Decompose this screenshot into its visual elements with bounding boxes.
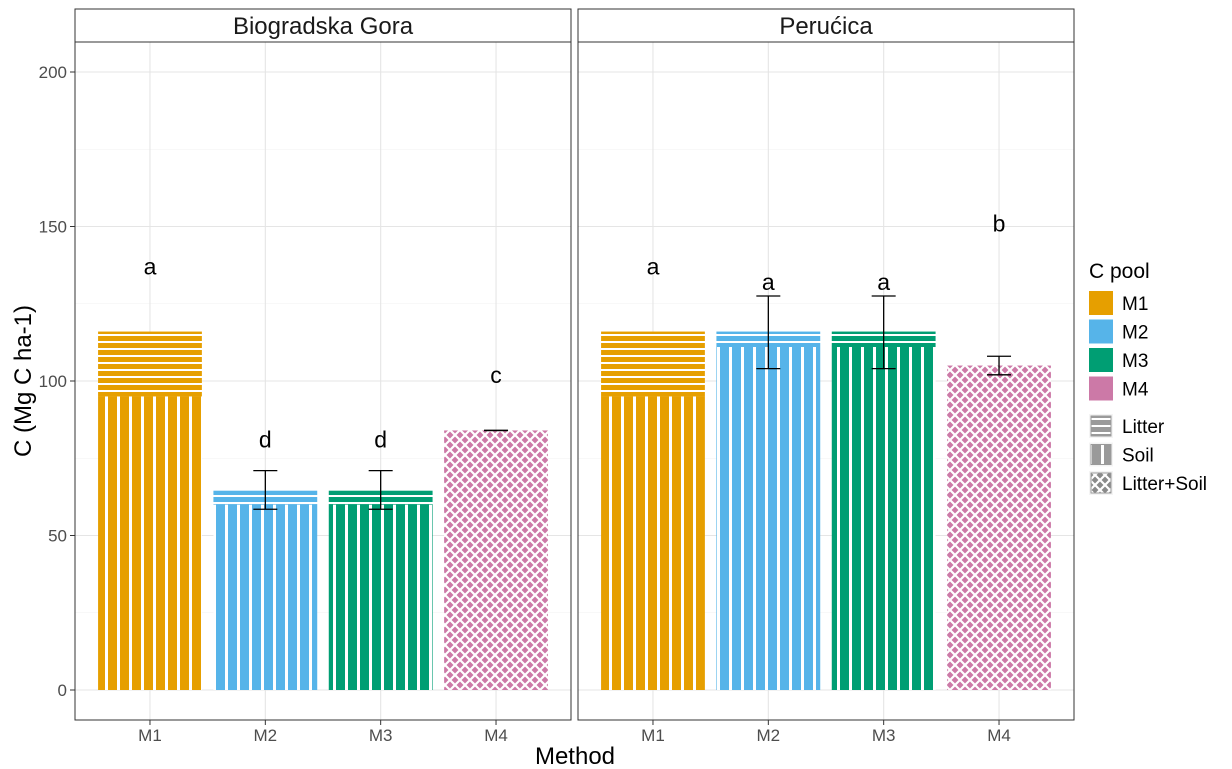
significance-label: c <box>490 362 502 388</box>
significance-label: a <box>877 269 890 295</box>
error-bar <box>368 469 393 510</box>
legend: C pool M1 M2 M3 M4 Litter Soil Litter+Soil <box>1089 260 1207 495</box>
bar-segment-litter-soil <box>947 365 1051 690</box>
x-tick-label: M2 <box>757 726 781 745</box>
legend-pattern-swatch <box>1090 472 1112 494</box>
bar-segment-soil <box>831 347 936 690</box>
error-bar <box>987 355 1012 376</box>
panel-strip <box>577 8 1075 43</box>
y-tick-label: 100 <box>39 372 67 391</box>
legend-label: Litter+Soil <box>1122 474 1207 495</box>
legend-swatch <box>1089 319 1113 344</box>
legend-label: M1 <box>1122 294 1148 315</box>
legend-pattern-entry: Litter <box>1089 414 1165 438</box>
legend-label: Litter <box>1122 417 1165 438</box>
legend-label: M3 <box>1122 351 1148 372</box>
x-tick-label: M1 <box>641 726 665 745</box>
legend-label: Soil <box>1122 446 1154 467</box>
legend-swatch <box>1089 376 1113 401</box>
y-axis-title: C (Mg C ha-1) <box>10 305 37 457</box>
y-tick-label: 200 <box>39 63 67 82</box>
significance-label: a <box>144 254 157 280</box>
y-tick-label: 0 <box>58 681 67 700</box>
legend-pattern-swatch <box>1090 415 1112 437</box>
panel-border <box>577 41 1075 721</box>
legend-entry-M2: M2 <box>1089 319 1148 344</box>
bar-segment-soil <box>98 396 202 690</box>
y-tick-label: 50 <box>48 527 67 546</box>
significance-label: a <box>762 269 775 295</box>
legend-swatch <box>1089 348 1113 372</box>
legend-pattern-entry: Soil <box>1089 442 1154 467</box>
panel-strip <box>74 8 572 43</box>
panel-title: Biogradska Gora <box>233 13 414 40</box>
bar-M2 <box>213 490 318 690</box>
x-tick-label: M2 <box>254 726 278 745</box>
significance-label: b <box>993 210 1006 236</box>
bar-segment-soil <box>328 504 433 690</box>
bar-M4 <box>444 430 548 690</box>
legend-title: C pool <box>1089 260 1150 283</box>
bar-segment-litter-soil <box>444 430 548 690</box>
y-axis: 0 50 100 150 200 <box>39 63 75 700</box>
x-tick-label: M4 <box>987 726 1011 745</box>
legend-label: M4 <box>1122 380 1149 401</box>
significance-label: d <box>374 427 387 453</box>
bar-segment-soil <box>601 396 705 690</box>
bar-M4 <box>947 365 1051 690</box>
legend-pattern-swatch <box>1090 444 1112 465</box>
x-tick-label: M4 <box>484 726 508 745</box>
x-axis-title: Method <box>535 743 615 769</box>
bar-M3 <box>328 490 433 690</box>
error-bar <box>871 295 896 370</box>
bar-M1 <box>98 331 202 690</box>
significance-label: d <box>259 427 272 453</box>
x-tick-label: M3 <box>872 726 896 745</box>
bar-segment-soil <box>213 504 318 690</box>
legend-entry-M3: M3 <box>1089 348 1148 372</box>
legend-label: M2 <box>1122 323 1148 344</box>
panel-2: Perućica a M1 a M2 a M3 b M4 <box>577 8 1075 745</box>
bar-segment-soil <box>716 347 821 690</box>
significance-label: a <box>647 254 660 280</box>
y-tick-label: 150 <box>39 218 67 237</box>
x-tick-label: M1 <box>138 726 162 745</box>
bar-M3 <box>831 331 936 690</box>
bar-segment-litter <box>98 331 202 397</box>
panel-title: Perućica <box>779 13 873 40</box>
legend-pattern-entry: Litter+Soil <box>1089 471 1207 495</box>
bar-segment-litter <box>601 331 705 397</box>
panels-layer: Biogradska Gora a M1 d M2 d M3 c M4 Perućica a M1 a M… <box>39 8 1075 745</box>
legend-swatch <box>1089 291 1113 315</box>
error-bar <box>756 295 781 370</box>
legend-entry-M1: M1 <box>1089 291 1148 315</box>
error-bar <box>253 469 278 510</box>
bar-M1 <box>601 331 705 690</box>
legend-entry-M4: M4 <box>1089 376 1149 401</box>
bar-M2 <box>716 331 821 690</box>
x-tick-label: M3 <box>369 726 393 745</box>
panel-1: Biogradska Gora a M1 d M2 d M3 c M4 <box>74 8 572 745</box>
